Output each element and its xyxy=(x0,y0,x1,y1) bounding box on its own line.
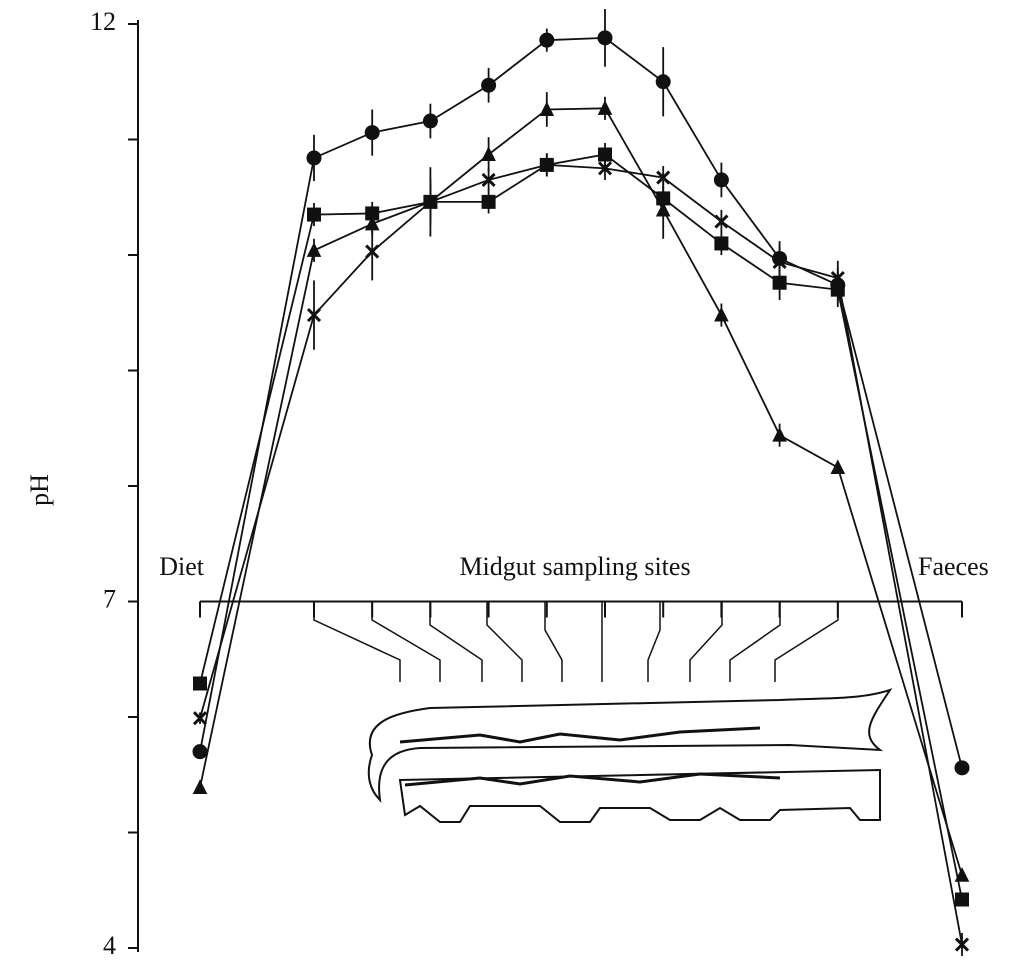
marker xyxy=(423,194,438,209)
marker xyxy=(539,101,555,116)
marker xyxy=(772,427,787,442)
marker xyxy=(714,306,729,322)
marker xyxy=(597,100,613,115)
annotation: Midgut sampling sites xyxy=(459,552,690,581)
marker xyxy=(656,170,671,185)
series-line xyxy=(199,36,963,769)
marker xyxy=(954,760,970,776)
marker xyxy=(830,459,846,475)
marker xyxy=(192,744,208,760)
marker xyxy=(306,307,322,323)
y-tick-label: 7 xyxy=(103,584,116,613)
marker xyxy=(481,172,496,187)
marker xyxy=(306,242,322,257)
marker xyxy=(655,74,671,90)
x-tick-label: Faeces xyxy=(918,552,989,581)
marker xyxy=(714,236,729,251)
marker xyxy=(597,30,613,46)
marker xyxy=(954,867,970,882)
marker xyxy=(539,157,554,172)
site-connectors xyxy=(313,602,839,682)
marker xyxy=(481,77,497,93)
series-line xyxy=(199,153,963,900)
marker xyxy=(713,172,729,188)
marker xyxy=(422,113,438,129)
marker xyxy=(306,150,322,166)
marker xyxy=(192,779,208,794)
marker xyxy=(656,191,671,206)
series-line xyxy=(199,164,963,945)
marker xyxy=(830,271,845,286)
marker xyxy=(954,937,970,952)
x-tick-label: Diet xyxy=(159,552,205,581)
y-axis-label: pH xyxy=(25,474,54,506)
marker xyxy=(772,254,787,269)
series-line xyxy=(199,107,963,876)
marker xyxy=(714,214,729,229)
marker xyxy=(481,194,496,209)
y-tick-label: 12 xyxy=(90,7,116,36)
marker xyxy=(364,125,380,141)
marker xyxy=(481,146,496,162)
marker xyxy=(365,244,380,259)
y-tick-label: 4 xyxy=(103,931,116,960)
marker xyxy=(193,676,207,691)
caterpillar xyxy=(367,688,893,823)
marker xyxy=(597,161,613,176)
marker xyxy=(365,206,380,221)
marker xyxy=(955,892,969,907)
marker xyxy=(192,711,208,726)
marker xyxy=(539,32,555,48)
marker xyxy=(307,207,321,222)
